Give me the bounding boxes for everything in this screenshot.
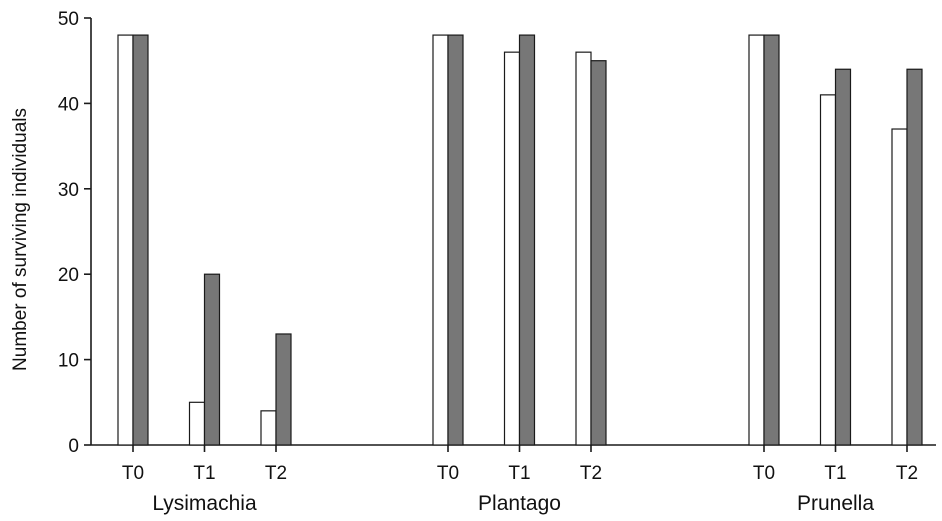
bar (432, 34, 449, 446)
group-labels: Lysimachia Plantago Prunella (152, 492, 874, 515)
y-axis-label: Number of surviving individuals (10, 108, 31, 371)
bar (260, 410, 277, 446)
y-tick-label: 30 (58, 180, 79, 201)
bar (447, 34, 464, 446)
bar (763, 34, 780, 446)
y-tick-label: 10 (58, 351, 79, 372)
bar (748, 34, 765, 446)
bar (117, 34, 134, 446)
group-label: Lysimachia (152, 492, 257, 515)
bar (891, 128, 908, 446)
x-tick-label: T0 (753, 463, 775, 484)
x-tick-label: T2 (265, 463, 287, 484)
bar (590, 60, 607, 446)
bar (188, 401, 206, 446)
bar (834, 68, 852, 446)
x-tick-label: T2 (896, 463, 918, 484)
bar (132, 34, 149, 446)
bar (906, 68, 923, 446)
bars (117, 34, 923, 446)
x-tick-labels: T0 T1 T2 T0 T1 T2 T0 T1 T2 (122, 463, 918, 484)
y-axis: 0 10 20 30 40 50 (58, 9, 92, 457)
bar (503, 51, 521, 446)
bar (275, 333, 292, 446)
y-tick-label: 50 (58, 9, 79, 30)
x-tick-label: T2 (580, 463, 602, 484)
x-axis (91, 444, 936, 452)
x-tick-label: T0 (122, 463, 144, 484)
x-tick-label: T0 (437, 463, 459, 484)
y-tick-label: 40 (58, 94, 79, 115)
bar (203, 273, 221, 446)
y-tick-label: 20 (58, 265, 79, 286)
group-label: Prunella (797, 492, 874, 515)
bar (819, 94, 837, 446)
y-tick-label: 0 (68, 436, 79, 457)
x-tick-label: T1 (824, 463, 846, 484)
bar (575, 51, 592, 446)
x-tick-label: T1 (193, 463, 215, 484)
bar (518, 34, 536, 446)
group-label: Plantago (478, 492, 561, 515)
x-tick-label: T1 (508, 463, 530, 484)
